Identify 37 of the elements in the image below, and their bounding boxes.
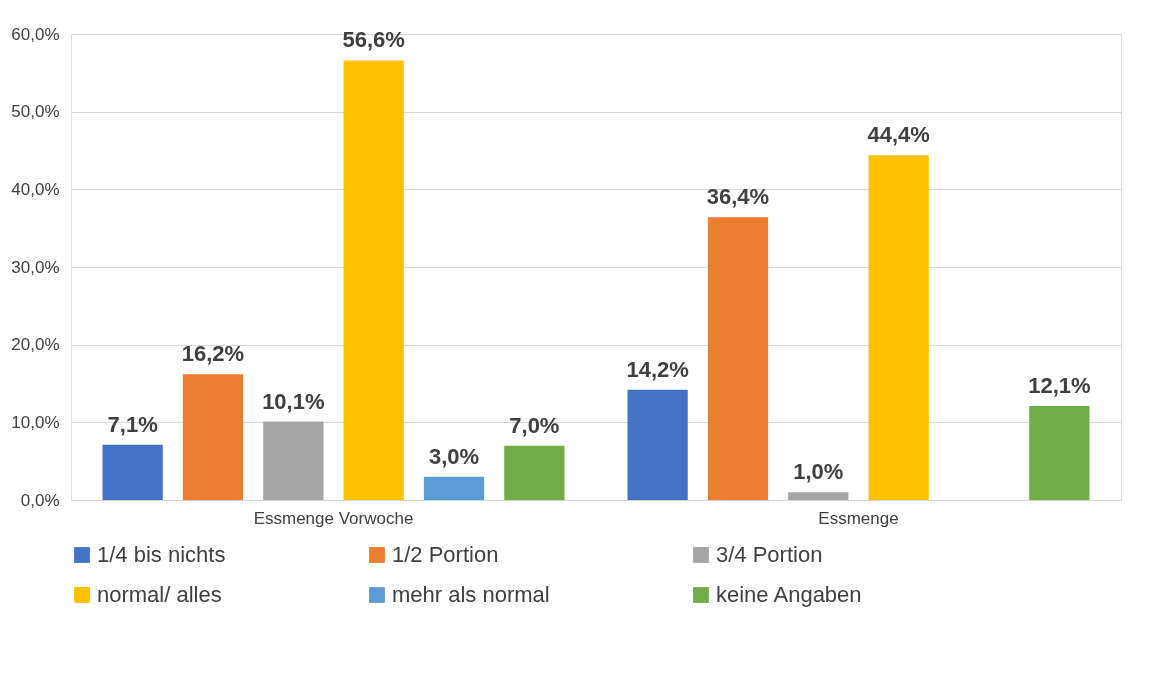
data-label: 36,4% [706, 184, 770, 210]
legend-label: 1/2 Portion [392, 542, 499, 567]
y-tick-label: 20,0% [11, 335, 60, 355]
bar [627, 389, 688, 500]
data-label: 44,4% [867, 122, 930, 148]
data-label: 16,2% [181, 341, 245, 367]
data-label: 7,1% [107, 411, 158, 437]
bar [1029, 406, 1090, 500]
data-label: 14,2% [626, 356, 689, 382]
bar [868, 155, 929, 500]
legend-label: mehr als normal [392, 582, 550, 607]
x-tick-label: Essmenge [818, 508, 899, 528]
data-label: 10,1% [262, 388, 325, 414]
bar [263, 421, 324, 500]
data-label: 3,0% [428, 443, 480, 469]
legend-label: 3/4 Portion [716, 542, 823, 567]
data-label: 1,0% [793, 459, 844, 485]
y-tick-label: 0,0% [20, 490, 60, 510]
bar [504, 445, 565, 500]
y-tick-label: 60,0% [11, 24, 60, 44]
legend-label: keine Angaben [716, 582, 862, 607]
data-label: 56,6% [342, 27, 405, 53]
bar [788, 492, 849, 500]
legend-label: normal/ alles [97, 582, 222, 607]
bar [423, 476, 485, 500]
data-label: 7,0% [509, 412, 560, 438]
y-tick-label: 40,0% [11, 179, 60, 199]
legend-label: 1/4 bis nichts [97, 542, 226, 567]
bar [343, 60, 404, 500]
y-tick-label: 10,0% [11, 412, 60, 432]
bar [707, 217, 769, 500]
x-tick-label: Essmenge Vorwoche [253, 508, 414, 528]
y-tick-label: 30,0% [11, 257, 60, 277]
data-label: 12,1% [1028, 373, 1091, 399]
bar [182, 374, 244, 500]
y-tick-label: 50,0% [11, 102, 60, 122]
bar [102, 444, 163, 500]
